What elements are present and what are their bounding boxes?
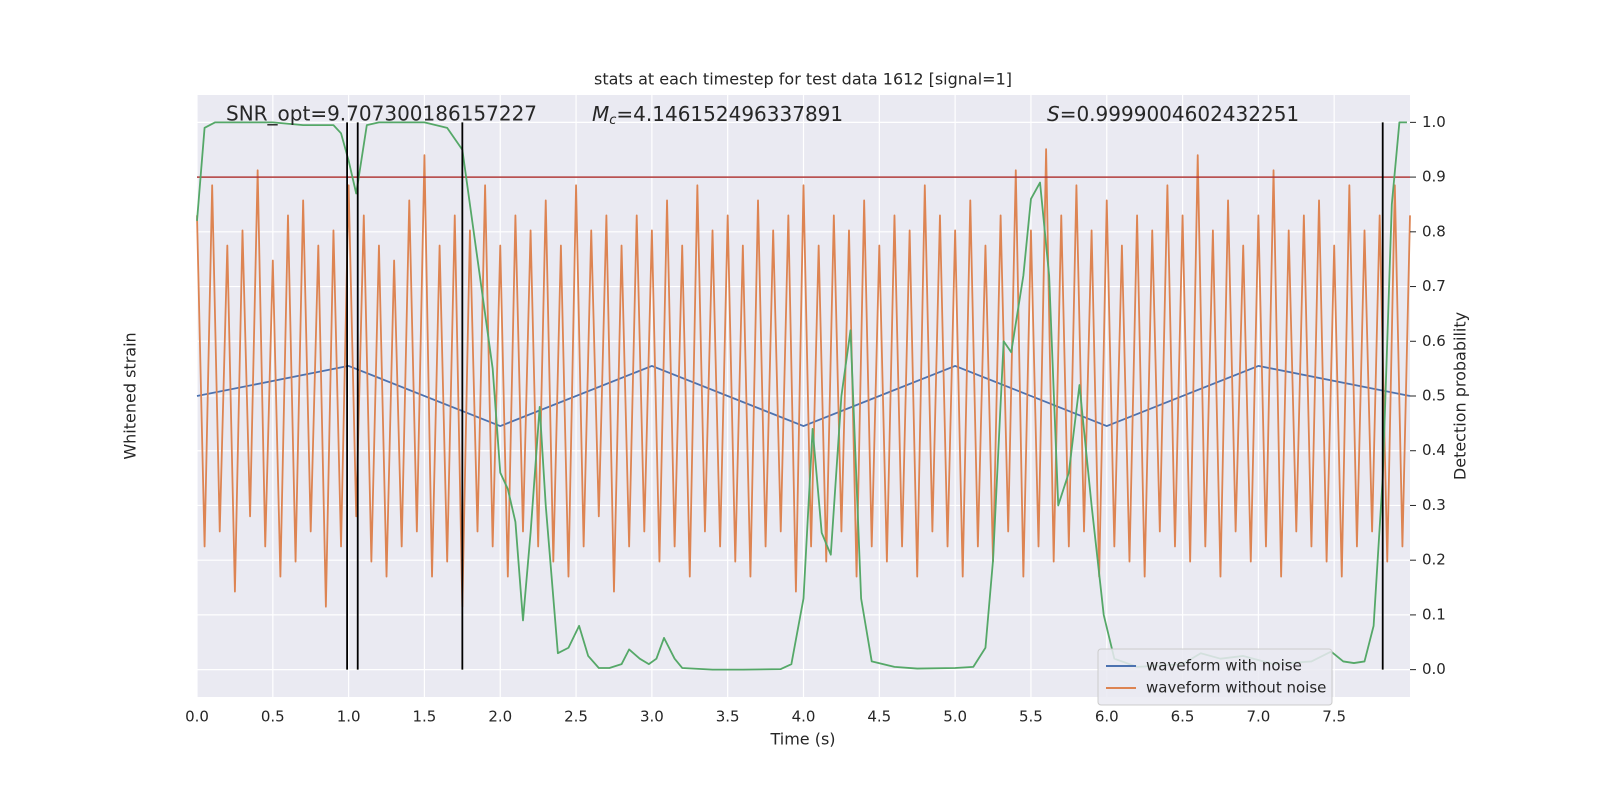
x-tick-label: 7.0 <box>1246 708 1270 726</box>
y2-tick-label: 0.6 <box>1422 332 1446 350</box>
y2-tick-label: 0.3 <box>1422 496 1446 514</box>
annotation-value: =4.146152496337891 <box>616 102 843 126</box>
series-line <box>196 365 1411 427</box>
y-axis-label: Whitened strain <box>121 332 140 459</box>
y2-tick-label: 0.2 <box>1422 551 1446 569</box>
x-tick-label: 0.5 <box>261 708 285 726</box>
x-tick-label: 4.0 <box>792 708 816 726</box>
annotation-symbol: M <box>592 102 609 126</box>
x-tick-label: 2.0 <box>488 708 512 726</box>
x-tick-label: 3.5 <box>716 708 740 726</box>
x-tick-label: 6.5 <box>1171 708 1195 726</box>
y2-axis-label: Detection probability <box>1451 312 1470 480</box>
annotation: SNR_opt=9.707300186157227 <box>226 102 537 126</box>
x-tick-label: 4.5 <box>867 708 891 726</box>
annotation-value: =0.9999004602432251 <box>1060 102 1299 126</box>
legend-label: waveform without noise <box>1146 679 1326 697</box>
series-line <box>196 148 1411 608</box>
x-tick-label: 5.0 <box>943 708 967 726</box>
annotation: Mc=4.146152496337891 <box>592 102 843 128</box>
annotation-symbol: S <box>1047 102 1060 126</box>
x-tick-label: 1.0 <box>337 708 361 726</box>
legend-label: waveform with noise <box>1146 657 1302 675</box>
legend: waveform with noise waveform without nois… <box>1097 648 1333 706</box>
x-tick-label: 2.5 <box>564 708 588 726</box>
y2-tick-label: 0.1 <box>1422 605 1446 623</box>
marks <box>196 121 1411 671</box>
annotation-subscript: c <box>609 113 616 128</box>
y2-tick-label: 0.0 <box>1422 660 1446 678</box>
x-tick-label: 7.5 <box>1322 708 1346 726</box>
y2-tick-label: 0.4 <box>1422 441 1446 459</box>
y2-tick-label: 0.7 <box>1422 277 1446 295</box>
y2-tick-label: 0.5 <box>1422 387 1446 405</box>
x-tick-label: 6.0 <box>1095 708 1119 726</box>
x-tick-label: 5.5 <box>1019 708 1043 726</box>
chart-title: stats at each timestep for test data 161… <box>594 70 1012 89</box>
legend-box <box>1097 648 1333 706</box>
x-tick-label: 3.0 <box>640 708 664 726</box>
x-tick-label: 1.5 <box>413 708 437 726</box>
x-axis-label: Time (s) <box>769 730 835 749</box>
x-tick-label: 0.0 <box>185 708 209 726</box>
y2-tick-label: 1.0 <box>1422 113 1446 131</box>
y2-tick-label: 0.8 <box>1422 222 1446 240</box>
annotation: S=0.9999004602432251 <box>1047 102 1299 126</box>
y2-tick-label: 0.9 <box>1422 168 1446 186</box>
